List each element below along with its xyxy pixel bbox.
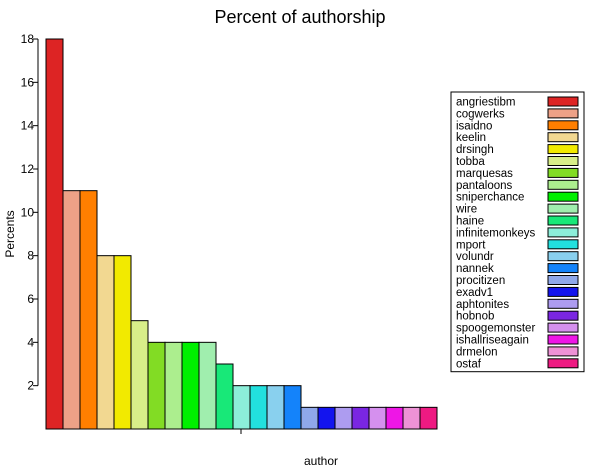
bar-nannek	[283, 385, 302, 430]
legend-label-nannek: nannek	[456, 263, 494, 275]
legend-label-aphtonites: aphtonites	[456, 299, 509, 311]
legend-label-keelin: keelin	[456, 132, 486, 144]
legend-label-cogwerks: cogwerks	[456, 108, 505, 120]
bar-ishallriseagain	[385, 406, 404, 430]
legend-swatch-haine	[547, 215, 579, 226]
legend-label-infinitemonkeys: infinitemonkeys	[456, 227, 536, 239]
legend-label-volundr: volundr	[456, 251, 494, 263]
y-axis: 2 4 6 8 10 12 14 16 18	[21, 32, 39, 393]
bar-angriestibm	[45, 38, 64, 430]
y-tick-label: 12	[21, 162, 35, 176]
bar-wire	[198, 341, 217, 430]
legend-label-ostaf: ostaf	[456, 358, 482, 370]
legend-swatch-volundr	[547, 251, 579, 262]
legend-label-drmelon: drmelon	[456, 346, 498, 358]
bar-aphtonites	[334, 406, 353, 430]
legend-swatch-infinitemonkeys	[547, 227, 579, 238]
y-tick-label: 4	[27, 335, 34, 349]
legend-label-marquesas: marquesas	[456, 168, 513, 180]
legend-label-wire: wire	[455, 204, 477, 216]
legend-swatch-pantaloons	[547, 179, 579, 190]
legend: angriestibmcogwerksisaidnokeelindrsinght…	[450, 91, 585, 373]
legend-swatch-spoogemonster	[547, 322, 579, 333]
x-axis-label: author	[304, 454, 338, 468]
legend-swatch-drmelon	[547, 346, 579, 357]
legend-swatch-wire	[547, 203, 579, 214]
y-tick-label: 8	[27, 249, 34, 263]
bar-marquesas	[147, 341, 166, 430]
legend-swatch-procitizen	[547, 275, 579, 285]
y-tick-label: 10	[21, 205, 35, 219]
legend-label-procitizen: procitizen	[456, 275, 505, 287]
bar-infinitemonkeys	[232, 385, 251, 430]
legend-label-tobba: tobba	[456, 156, 485, 168]
bar-exadv1	[317, 406, 336, 430]
chart-title: Percent of authorship	[214, 7, 385, 27]
y-tick-label: 16	[21, 75, 35, 89]
legend-swatch-hobnob	[547, 310, 579, 321]
y-tick-label: 2	[27, 379, 34, 393]
legend-label-angriestibm: angriestibm	[456, 97, 515, 109]
legend-swatch-ishallriseagain	[547, 334, 579, 345]
bar-drsingh	[113, 255, 132, 430]
bar-spoogemonster	[368, 406, 387, 430]
y-tick-label: 18	[21, 32, 35, 46]
bar-procitizen	[300, 406, 319, 430]
legend-swatch-marquesas	[547, 167, 579, 178]
bar-tobba	[130, 320, 149, 430]
legend-swatch-exadv1	[547, 286, 579, 297]
legend-swatch-cogwerks	[547, 108, 579, 119]
bar-drmelon	[402, 406, 421, 430]
bar-hobnob	[351, 406, 370, 430]
bar-isaidno	[79, 190, 98, 430]
legend-swatch-isaidno	[547, 120, 579, 131]
y-tick-label: 6	[27, 292, 34, 306]
legend-label-sniperchance: sniperchance	[456, 192, 524, 204]
legend-label-mport: mport	[456, 239, 486, 251]
legend-swatch-ostaf	[547, 358, 579, 369]
legend-swatch-tobba	[547, 156, 579, 166]
bar-keelin	[96, 255, 115, 430]
legend-swatch-mport	[547, 239, 579, 250]
y-tick-label: 14	[21, 119, 35, 133]
bar-ostaf	[419, 406, 438, 430]
legend-label-spoogemonster: spoogemonster	[456, 323, 535, 335]
bar-pantaloons	[164, 341, 183, 430]
legend-label-pantaloons: pantaloons	[456, 180, 513, 192]
legend-swatch-aphtonites	[547, 298, 579, 309]
legend-swatch-sniperchance	[547, 191, 579, 202]
y-axis-label: Percents	[3, 210, 17, 257]
bar-mport	[249, 385, 268, 430]
legend-swatch-keelin	[547, 132, 579, 143]
bar-haine	[215, 363, 234, 430]
legend-label-ishallriseagain: ishallriseagain	[456, 335, 529, 347]
bar-sniperchance	[181, 341, 200, 430]
plot-area	[45, 38, 438, 430]
bar-cogwerks	[62, 190, 81, 430]
legend-label-hobnob: hobnob	[456, 311, 494, 323]
legend-swatch-angriestibm	[547, 96, 579, 107]
legend-swatch-nannek	[547, 263, 579, 274]
legend-label-isaidno: isaidno	[456, 120, 492, 132]
legend-label-drsingh: drsingh	[456, 144, 494, 156]
legend-label-exadv1: exadv1	[456, 287, 493, 299]
legend-swatch-drsingh	[547, 144, 579, 155]
bar-volundr	[266, 385, 285, 430]
legend-label-haine: haine	[456, 216, 484, 228]
